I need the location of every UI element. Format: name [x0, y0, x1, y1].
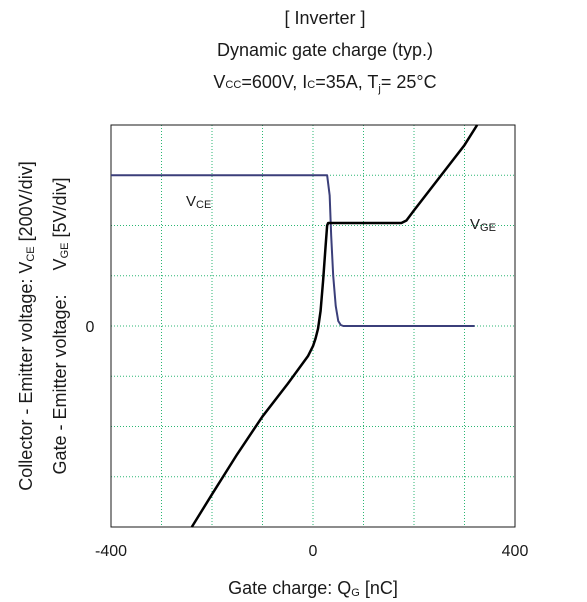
- series-label-vge: VGE: [470, 216, 496, 234]
- series-line-vge: [190, 124, 479, 528]
- y-axis-label-outer: Collector - Emitter voltage: VCE [200V/d…: [16, 161, 37, 490]
- y-axis-label-inner: Gate - Emitter voltage:VGE [5V/div]: [50, 177, 71, 474]
- chart-title-line2: Dynamic gate charge (typ.): [217, 40, 433, 60]
- chart-title-line1: [ Inverter ]: [284, 8, 365, 28]
- x-tick-label: -400: [95, 543, 127, 560]
- series-lines: [111, 124, 479, 528]
- x-tick-label: 400: [502, 543, 529, 560]
- y-tick-label: 0: [86, 319, 95, 336]
- chart-title-line3: VCC=600V, IC=35A, Tj= 25°C: [213, 72, 436, 95]
- series-line-vce: [111, 174, 475, 327]
- x-axis-label: Gate charge: QG [nC]: [228, 578, 398, 599]
- series-label-vce: VCE: [186, 193, 211, 211]
- plot-frame: [110, 124, 516, 528]
- x-tick-label: 0: [309, 543, 318, 560]
